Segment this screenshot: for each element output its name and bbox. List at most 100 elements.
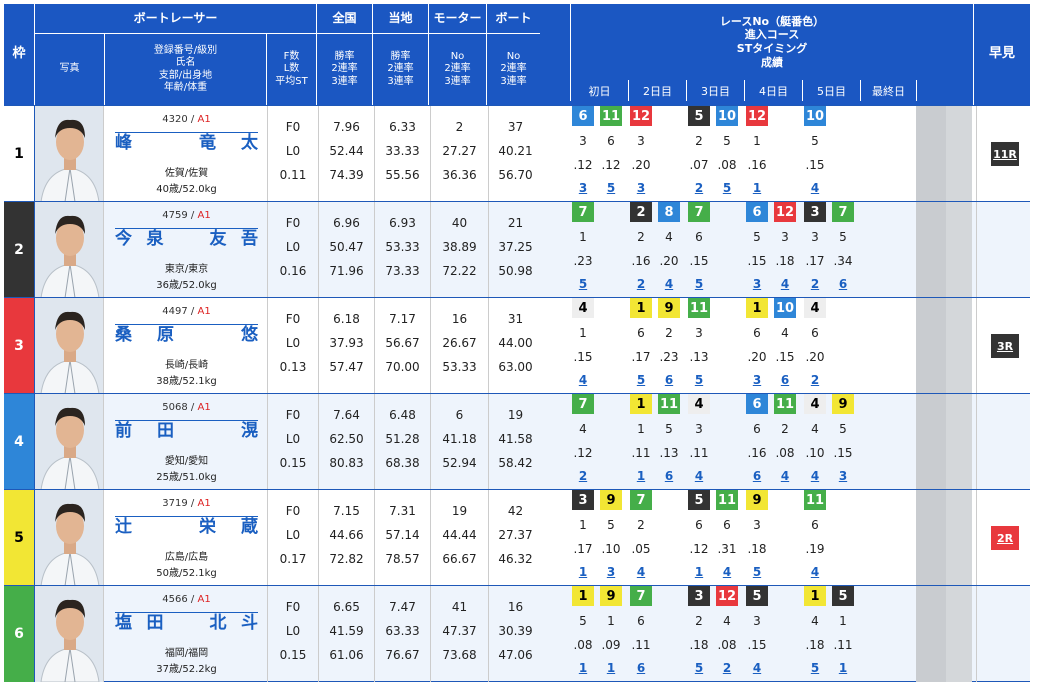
hayami-race-button[interactable]: 11R: [991, 142, 1019, 166]
race-result-link[interactable]: 4: [694, 469, 704, 483]
entry-course: 1: [839, 614, 847, 628]
st-timing: .20: [631, 158, 651, 172]
race-result-link[interactable]: 2: [636, 277, 646, 291]
hayami-race-button[interactable]: 3R: [991, 334, 1019, 358]
race-no-tag: 7: [572, 394, 594, 414]
race-result-link[interactable]: 6: [664, 373, 674, 387]
entry-course: 4: [811, 422, 819, 436]
racer-row: 6 4566 / A1 塩田 北斗 福岡/福岡 37歳/52.2kg F0 L0…: [4, 585, 1030, 682]
st-timing: .31: [717, 542, 737, 556]
st-timing: .15: [833, 446, 853, 460]
st-timing: .12: [689, 542, 709, 556]
race-result-link[interactable]: 5: [752, 565, 762, 579]
st-timing: .15: [747, 254, 767, 268]
race-result-link[interactable]: 4: [780, 277, 790, 291]
race-result-link[interactable]: 6: [838, 277, 848, 291]
st-timing: .19: [805, 542, 825, 556]
race-result-link[interactable]: 6: [752, 469, 762, 483]
entry-course: 3: [695, 422, 703, 436]
race-result-link[interactable]: 2: [722, 661, 732, 675]
race-result-link[interactable]: 6: [664, 469, 674, 483]
race-result-link[interactable]: 1: [578, 565, 588, 579]
entry-course: 4: [665, 230, 673, 244]
race-result-link[interactable]: 2: [810, 277, 820, 291]
race-result-link[interactable]: 3: [752, 373, 762, 387]
st-timing: .16: [631, 254, 651, 268]
stat-boat: 31 44.00 63.00: [488, 298, 542, 394]
race-result-link[interactable]: 6: [636, 661, 646, 675]
entry-course: 2: [695, 614, 703, 628]
race-result-link[interactable]: 2: [694, 181, 704, 195]
racer-branch: 福岡/福岡: [164, 648, 209, 659]
race-result-link[interactable]: 4: [722, 565, 732, 579]
race-no-tag: 3: [688, 586, 710, 606]
race-result-link[interactable]: 1: [578, 661, 588, 675]
st-timing: .08: [573, 638, 593, 652]
race-result-link[interactable]: 5: [722, 181, 732, 195]
race-result-link[interactable]: 2: [578, 469, 588, 483]
race-no-tag: 1: [630, 298, 652, 318]
racer-name-link[interactable]: 辻 栄蔵: [115, 516, 258, 537]
race-no-tag: 7: [572, 202, 594, 222]
racer-info: 4759 / A1 今泉 友吾 東京/東京 36歳/52.0kg: [105, 202, 268, 298]
racer-name-link[interactable]: 前田 滉: [115, 420, 258, 441]
racer-branch: 長崎/長崎: [164, 360, 209, 371]
stat-fl: F0 L0 0.13: [267, 298, 318, 394]
race-result-link[interactable]: 5: [694, 373, 704, 387]
race-no-tag: 5: [688, 106, 710, 126]
racer-name-link[interactable]: 桑原 悠: [115, 324, 258, 345]
race-result-link[interactable]: 1: [606, 661, 616, 675]
stat-fl: F0 L0 0.17: [267, 490, 318, 586]
race-result-link[interactable]: 4: [636, 565, 646, 579]
race-result-link[interactable]: 2: [810, 373, 820, 387]
race-no-tag: 6: [572, 106, 594, 126]
race-no-tag: 11: [804, 490, 826, 510]
race-no-tag: 11: [658, 394, 680, 414]
stat-boat: 21 37.25 50.98: [488, 202, 542, 298]
st-timing: .10: [805, 446, 825, 460]
race-no-tag: 12: [774, 202, 796, 222]
race-result-link[interactable]: 5: [606, 181, 616, 195]
race-result-link[interactable]: 5: [694, 277, 704, 291]
hayami-race-button[interactable]: 2R: [991, 526, 1019, 550]
race-result-link[interactable]: 3: [606, 565, 616, 579]
day-header-5: 5日目: [802, 80, 860, 101]
st-timing: .18: [775, 254, 795, 268]
race-result-link[interactable]: 1: [636, 469, 646, 483]
racer-branch: 東京/東京: [164, 264, 209, 275]
race-result-link[interactable]: 4: [810, 469, 820, 483]
race-result-link[interactable]: 4: [664, 277, 674, 291]
race-result-link[interactable]: 3: [752, 277, 762, 291]
stat-fl: F0 L0 0.11: [267, 106, 318, 202]
race-result-link[interactable]: 3: [636, 181, 646, 195]
race-result-link[interactable]: 3: [578, 181, 588, 195]
st-timing: .12: [601, 158, 621, 172]
race-result-link[interactable]: 6: [780, 373, 790, 387]
race-result-link[interactable]: 1: [694, 565, 704, 579]
race-result-link[interactable]: 5: [810, 661, 820, 675]
racer-name-link[interactable]: 塩田 北斗: [115, 612, 258, 633]
race-result-link[interactable]: 3: [838, 469, 848, 483]
race-no-tag: 4: [572, 298, 594, 318]
race-result-link[interactable]: 1: [838, 661, 848, 675]
final-day-spacer: [946, 586, 972, 682]
racer-name-link[interactable]: 峰 竜太: [115, 132, 258, 153]
race-no-tag: 4: [688, 394, 710, 414]
race-result-link[interactable]: 5: [694, 661, 704, 675]
race-result-link[interactable]: 4: [578, 373, 588, 387]
race-result-link[interactable]: 5: [636, 373, 646, 387]
st-timing: .17: [805, 254, 825, 268]
racer-name-link[interactable]: 今泉 友吾: [115, 228, 258, 249]
race-result-link[interactable]: 4: [780, 469, 790, 483]
st-timing: .23: [573, 254, 593, 268]
race-result-link[interactable]: 4: [752, 661, 762, 675]
entry-course: 3: [781, 230, 789, 244]
race-result-link[interactable]: 1: [752, 181, 762, 195]
race-result-link[interactable]: 5: [578, 277, 588, 291]
race-result-link[interactable]: 4: [810, 565, 820, 579]
entry-course: 1: [579, 230, 587, 244]
st-timing: .08: [717, 638, 737, 652]
stat-zenkoku: 7.15 44.66 72.82: [318, 490, 374, 586]
race-result-link[interactable]: 4: [810, 181, 820, 195]
racer-age-weight: 40歳/52.0kg: [156, 184, 217, 195]
